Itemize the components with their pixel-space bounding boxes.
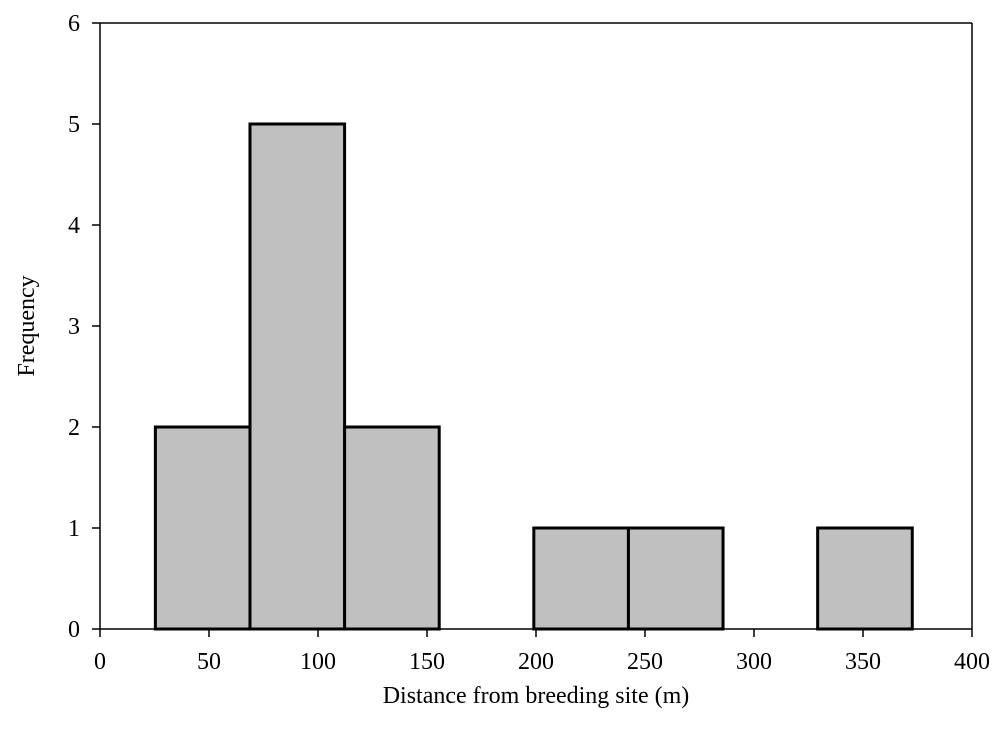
histogram-bar-1 (153, 425, 252, 631)
y-tick-label: 1 (68, 516, 80, 542)
x-ticks-group: 0 50 100 150 200 250 300 350 400 (94, 629, 990, 675)
y-axis-label: Frequency (14, 275, 40, 376)
y-tick-label: 0 (68, 617, 80, 643)
histogram-bar-3 (343, 425, 441, 631)
histogram-bar-6 (626, 526, 725, 631)
y-tick-label: 4 (68, 213, 80, 239)
y-tick-label: 6 (68, 11, 80, 37)
x-tick-label: 50 (197, 649, 221, 675)
histogram-bar-5 (532, 526, 630, 631)
x-tick-label: 300 (736, 649, 772, 675)
x-tick-label: 350 (845, 649, 881, 675)
y-tick-label: 5 (68, 112, 80, 138)
y-ticks-group: 0 1 2 3 4 5 6 (68, 11, 100, 643)
y-tick-label: 2 (68, 415, 80, 441)
x-tick-label: 200 (518, 649, 554, 675)
x-tick-label: 0 (94, 649, 106, 675)
histogram-bar-8 (816, 526, 914, 631)
x-axis-label: Distance from breeding site (m) (383, 683, 690, 709)
x-tick-label: 400 (954, 649, 990, 675)
x-tick-label: 100 (300, 649, 336, 675)
histogram-bar-2 (248, 122, 347, 631)
y-tick-label: 3 (68, 314, 80, 340)
bars-group (153, 122, 914, 631)
x-tick-label: 150 (409, 649, 445, 675)
x-tick-label: 250 (627, 649, 663, 675)
